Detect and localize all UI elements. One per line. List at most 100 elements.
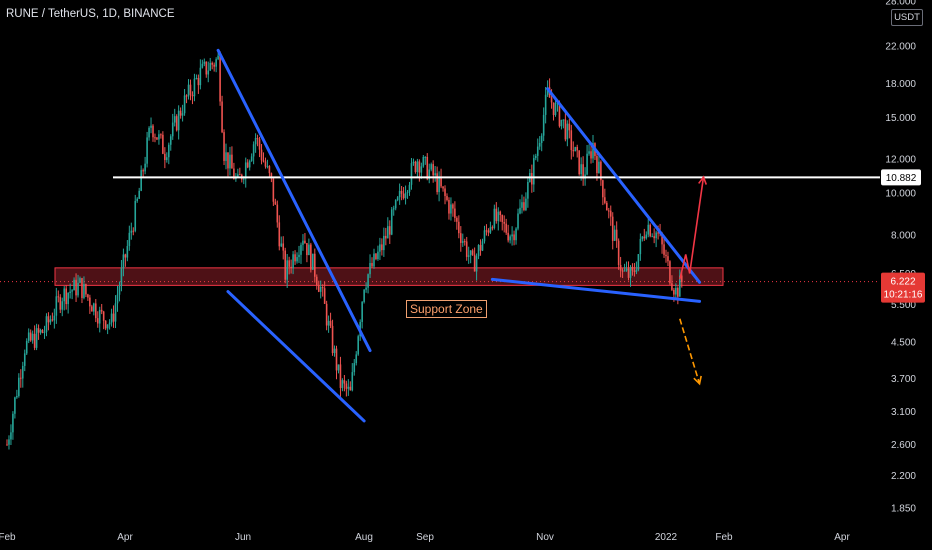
candle-body [430,164,433,170]
candle-body [578,150,580,175]
candle-body [205,61,208,75]
candle-body [572,150,575,152]
candle-body [600,161,602,181]
candle-body [213,64,215,67]
candle-body [418,161,421,173]
candle-body [653,236,655,239]
candle-body [677,287,679,297]
candle-body [106,324,109,329]
candle-body [20,377,22,379]
candle-body [671,283,673,290]
candle-body [531,172,533,185]
candle-body [483,230,486,242]
candle-body [448,200,450,214]
candle-body [560,119,563,127]
candle-body [602,180,604,198]
support-zone-label: Support Zone [406,300,487,318]
candle-body [619,264,622,271]
candle-body [231,154,233,169]
candle-body [315,276,318,286]
projection-bullish-scenario[interactable] [679,176,705,280]
candle-body [649,224,652,237]
candle-body [27,332,30,341]
resistance-price-tag [881,169,921,186]
candle-body [33,333,36,348]
candle-body [100,309,103,312]
candle-body [596,156,598,174]
candle-body [582,164,584,179]
candle-body [280,243,283,247]
currency-label[interactable]: USDT [891,9,923,26]
candle-body [604,197,606,203]
time-axis[interactable]: Feb Apr Jun Aug Sep Nov 2022 Feb Apr [0,532,850,543]
candle-body [126,246,129,258]
candle-body [43,332,46,334]
candle-body [369,263,371,275]
candle-body [35,328,38,348]
candle-body [31,333,34,341]
candle-body [118,286,121,295]
candle-body [317,285,320,292]
x-tick-label: Nov [536,532,554,543]
candle-body [71,290,73,292]
y-tick-label: 4.500 [891,338,916,349]
x-tick-label: Sep [416,532,434,543]
candle-body [588,151,590,154]
candle-body [292,254,294,269]
candle-body [574,147,577,152]
candle-body [349,386,352,391]
candle-body [252,144,255,157]
candle-body [629,266,632,278]
candle-body [651,236,653,238]
projection-bearish-scenario[interactable] [679,318,701,385]
candle-body [233,168,235,180]
candle-body [373,253,375,267]
candle-body [181,113,184,116]
candle-body [471,250,474,255]
candle-body [446,196,448,201]
candle-body [229,154,231,169]
candle-body [260,149,263,161]
trendline-descending-3[interactable] [546,87,702,284]
candle-body [400,190,403,194]
candle-body [479,245,482,251]
candle-body [473,254,476,272]
candle-body [639,238,642,255]
candle-body [550,97,553,103]
candle-body [513,234,515,241]
candle-body [258,139,261,150]
trendline-descending-2[interactable] [226,290,366,423]
candle-body [294,254,296,262]
candle-body [148,127,150,138]
candle-body [452,204,454,209]
candle-body [114,303,117,322]
candle-body [627,268,630,278]
candle-body [392,208,395,210]
chart-title: RUNE / TetherUS, 1D, BINANCE [6,8,175,20]
candle-body [61,301,64,310]
y-tick-label: 2.200 [891,471,916,482]
candle-body [225,152,227,161]
trendline-descending-1[interactable] [216,48,372,353]
candle-body [37,328,40,333]
x-tick-label: Aug [355,532,373,543]
candle-body [505,223,507,233]
candle-body [580,164,582,175]
candle-body [669,261,671,284]
current-price-tag [881,272,925,303]
trendline-ascending-support[interactable] [490,277,702,303]
candle-body [385,235,387,239]
candle-body [592,143,594,159]
candle-body [615,229,618,241]
candle-body [558,102,561,127]
candle-body [377,251,379,260]
candle-body [487,230,490,233]
candle-body [357,336,360,355]
x-tick-label: Apr [834,532,850,543]
candle-body [396,197,399,201]
resistance-price-tag-text: 10.882 [886,173,917,184]
candle-body [355,354,358,364]
candle-body [434,173,436,176]
candle-body [144,163,146,172]
